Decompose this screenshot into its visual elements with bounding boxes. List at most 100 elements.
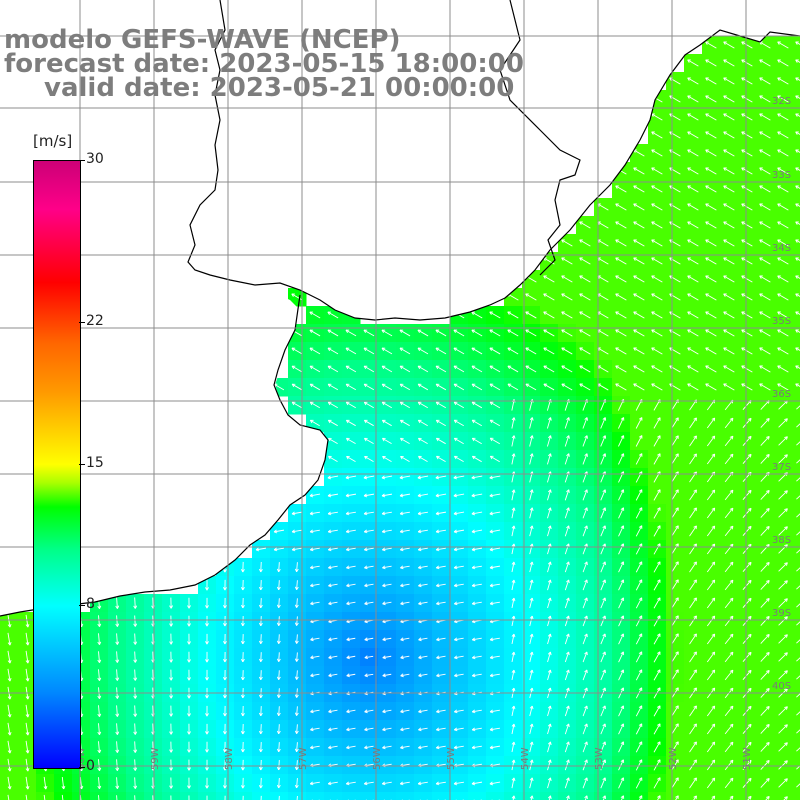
wind-cell bbox=[72, 792, 91, 800]
lon-label: 54W bbox=[520, 747, 531, 770]
wind-cell bbox=[684, 792, 703, 800]
wind-cell bbox=[792, 774, 800, 793]
lon-label: 57W bbox=[298, 747, 309, 770]
wind-cell bbox=[792, 216, 800, 235]
wind-cell bbox=[792, 234, 800, 253]
wind-cell bbox=[792, 666, 800, 685]
title-valid-date: valid date: 2023-05-21 00:00:00 bbox=[4, 76, 564, 100]
wind-cell bbox=[792, 630, 800, 649]
wind-cell bbox=[792, 72, 800, 91]
wind-cell bbox=[612, 792, 631, 800]
lat-label: 34S bbox=[772, 243, 791, 254]
wind-cell bbox=[792, 324, 800, 343]
wind-cell bbox=[0, 792, 19, 800]
wind-cell bbox=[306, 792, 325, 800]
wind-cell bbox=[792, 144, 800, 163]
wind-cell bbox=[792, 468, 800, 487]
lon-label: 51W bbox=[742, 747, 753, 770]
colorbar-tick-label: 8 bbox=[86, 596, 95, 612]
lon-label: 53W bbox=[594, 747, 605, 770]
wind-cell bbox=[792, 414, 800, 433]
wind-cell bbox=[792, 342, 800, 361]
wind-cell bbox=[378, 792, 397, 800]
wind-cell bbox=[54, 792, 73, 800]
wind-cell bbox=[792, 576, 800, 595]
wind-cell bbox=[792, 306, 800, 325]
colorbar-unit: [m/s] bbox=[33, 132, 72, 150]
wind-cell bbox=[450, 792, 469, 800]
lon-label: 59W bbox=[150, 747, 161, 770]
wind-cell bbox=[702, 792, 721, 800]
wind-cell bbox=[792, 558, 800, 577]
map-title: modelo GEFS-WAVE (NCEP) forecast date: 2… bbox=[4, 28, 564, 100]
lat-label: 38S bbox=[772, 535, 791, 546]
wind-cell bbox=[792, 720, 800, 739]
lat-label: 40S bbox=[772, 681, 791, 692]
wind-cell bbox=[792, 162, 800, 181]
wind-cell bbox=[36, 792, 55, 800]
wind-cell bbox=[738, 792, 757, 800]
lat-label: 37S bbox=[772, 462, 791, 473]
wind-cell bbox=[792, 36, 800, 55]
wind-cell bbox=[792, 612, 800, 631]
wind-cell bbox=[792, 738, 800, 757]
wind-cell bbox=[792, 486, 800, 505]
wind-cell bbox=[432, 792, 451, 800]
wind-cell bbox=[648, 792, 667, 800]
wind-cell bbox=[756, 792, 775, 800]
wind-cell bbox=[792, 108, 800, 127]
lon-label: 58W bbox=[224, 747, 235, 770]
wind-cell bbox=[774, 792, 793, 800]
wind-cell bbox=[666, 792, 685, 800]
wind-cell bbox=[792, 450, 800, 469]
wind-cell bbox=[486, 792, 505, 800]
wind-cell bbox=[792, 504, 800, 523]
wind-cell bbox=[414, 792, 433, 800]
colorbar-tick-label: 22 bbox=[86, 313, 104, 329]
wind-cell bbox=[792, 360, 800, 379]
wind-cell bbox=[576, 792, 595, 800]
wind-cell bbox=[342, 792, 361, 800]
lon-label: 55W bbox=[446, 747, 457, 770]
colorbar-tick-mark bbox=[79, 464, 85, 465]
colorbar bbox=[33, 160, 81, 769]
wind-cell bbox=[792, 522, 800, 541]
wind-cell bbox=[792, 270, 800, 289]
wind-cell bbox=[792, 648, 800, 667]
wind-cell bbox=[792, 540, 800, 559]
lon-label: 52W bbox=[668, 747, 679, 770]
wind-cell bbox=[720, 792, 739, 800]
wind-cell bbox=[468, 792, 487, 800]
colorbar-tick-mark bbox=[79, 767, 85, 768]
lat-label: 35S bbox=[772, 316, 791, 327]
wind-cell bbox=[792, 90, 800, 109]
wind-cell bbox=[792, 378, 800, 397]
colorbar-tick-mark bbox=[79, 322, 85, 323]
wind-cell bbox=[792, 180, 800, 199]
lat-label: 32S bbox=[772, 96, 791, 107]
lat-label: 36S bbox=[772, 389, 791, 400]
wind-cell bbox=[792, 198, 800, 217]
wind-cell bbox=[792, 702, 800, 721]
wind-cell bbox=[792, 756, 800, 775]
wind-cell bbox=[792, 396, 800, 415]
wind-cell bbox=[792, 126, 800, 145]
colorbar-tick-label: 15 bbox=[86, 455, 104, 471]
colorbar-tick-mark bbox=[79, 605, 85, 606]
wind-cell bbox=[792, 288, 800, 307]
wind-cell bbox=[396, 792, 415, 800]
wind-cell bbox=[558, 792, 577, 800]
lon-label: 56W bbox=[372, 747, 383, 770]
wind-cell bbox=[630, 792, 649, 800]
lat-label: 33S bbox=[772, 170, 791, 181]
lat-label: 39S bbox=[772, 608, 791, 619]
wind-cell bbox=[792, 54, 800, 73]
wind-cell bbox=[324, 792, 343, 800]
colorbar-tick-label: 30 bbox=[86, 151, 104, 167]
wind-cell bbox=[594, 792, 613, 800]
wind-cell bbox=[792, 432, 800, 451]
wind-cell bbox=[792, 594, 800, 613]
colorbar-tick-mark bbox=[79, 160, 85, 161]
